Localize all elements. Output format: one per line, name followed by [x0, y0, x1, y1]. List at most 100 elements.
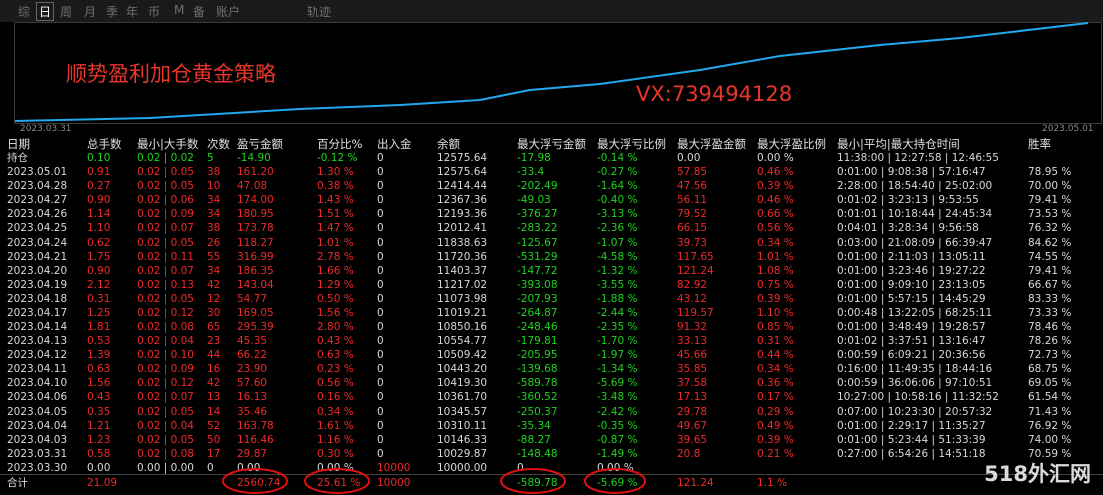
- table-cell: 1.66 %: [317, 264, 354, 277]
- table-cell: 0.56 %: [757, 222, 794, 235]
- chart-title: 顺势盈利加仓黄金策略: [66, 62, 276, 86]
- tab-bar: 轨迹 综日周月季年币 M 备账户: [0, 0, 1103, 22]
- table-cell: 54.77: [237, 292, 268, 305]
- table-cell: 2.80 %: [317, 321, 354, 334]
- table-cell: 68.75 %: [1028, 363, 1072, 376]
- tab[interactable]: 综: [18, 5, 31, 19]
- table-cell: 180.95: [237, 208, 274, 221]
- table-cell: 21.09: [87, 476, 118, 489]
- table-cell: -0.35 %: [597, 419, 638, 432]
- table-cell: 0.90: [87, 194, 111, 207]
- tab[interactable]: 季: [106, 5, 119, 19]
- table-cell: 0.43 %: [317, 335, 354, 348]
- table-cell: -5.69 %: [597, 377, 638, 390]
- table-cell: 119.57: [677, 306, 714, 319]
- row-label: 2023.04.04: [7, 419, 68, 432]
- table-cell: 11838.63: [437, 236, 488, 249]
- tab[interactable]: M: [174, 3, 185, 17]
- table-cell: -1.32 %: [597, 264, 638, 277]
- table-cell: 0:04:01 | 3:28:34 | 9:56:58: [837, 222, 979, 235]
- table-cell: 20.8: [677, 447, 701, 460]
- table-cell: 0:01:02 | 3:23:13 | 9:53:55: [837, 194, 979, 207]
- table-cell: 10361.70: [437, 391, 488, 404]
- table-cell: -0.12 %: [317, 152, 358, 165]
- table-cell: 0: [207, 461, 214, 474]
- table-cell: 1.29 %: [317, 278, 354, 291]
- row-label: 2023.05.01: [7, 166, 68, 179]
- tab[interactable]: 周: [60, 5, 73, 19]
- table-cell: -147.72: [517, 264, 558, 277]
- table-cell: 0: [377, 433, 384, 446]
- table-cell: -376.27: [517, 208, 558, 221]
- tab[interactable]: 日: [36, 2, 55, 21]
- table-cell: -88.27: [517, 433, 551, 446]
- table-cell: 0.00: [677, 152, 701, 165]
- table-cell: 35.85: [677, 363, 708, 376]
- table-cell: 0: [377, 321, 384, 334]
- table-cell: 73.53 %: [1028, 208, 1072, 221]
- table-cell: 0:01:00 | 2:11:03 | 13:05:11: [837, 250, 986, 263]
- tab[interactable]: 账户: [216, 5, 241, 19]
- track-tab[interactable]: 轨迹: [307, 5, 332, 19]
- table-cell: 2.78 %: [317, 250, 354, 263]
- table-cell: 12575.64: [437, 166, 488, 179]
- table-cell: 16.13: [237, 391, 268, 404]
- table-cell: -1.88 %: [597, 292, 638, 305]
- row-label: 2023.04.19: [7, 278, 68, 291]
- table-cell: 17.13: [677, 391, 708, 404]
- table-cell: 10419.30: [437, 377, 488, 390]
- table-cell: 0.00 | 0.00: [137, 461, 194, 474]
- table-cell: 0.02 | 0.05: [137, 166, 194, 179]
- table-cell: 29.78: [677, 405, 708, 418]
- column-header: 余额: [437, 137, 460, 151]
- table-cell: 0.91: [87, 166, 111, 179]
- table-cell: -2.36 %: [597, 222, 638, 235]
- column-header: 最小|平均|最大持仓时间: [837, 137, 960, 151]
- table-cell: -2.35 %: [597, 321, 638, 334]
- table-cell: 73.33 %: [1028, 306, 1072, 319]
- table-cell: 1.43 %: [317, 194, 354, 207]
- table-cell: 169.05: [237, 306, 274, 319]
- tab[interactable]: 币: [148, 5, 161, 19]
- table-cell: 5: [207, 152, 214, 165]
- table-cell: 1.75: [87, 250, 111, 263]
- table-cell: -1.64 %: [597, 180, 638, 193]
- table-cell: 74.55 %: [1028, 250, 1072, 263]
- table-cell: 0.02 | 0.04: [137, 419, 194, 432]
- table-cell: 2560.74: [237, 476, 281, 489]
- table-cell: 79.52: [677, 208, 708, 221]
- table-cell: 78.46 %: [1028, 321, 1072, 334]
- table-cell: 121.24: [677, 264, 714, 277]
- table-cell: 45.66: [677, 349, 708, 362]
- table-cell: 66.67 %: [1028, 278, 1072, 291]
- table-cell: 0.00 %: [317, 461, 354, 474]
- table-cell: 25.61 %: [317, 476, 361, 489]
- table-cell: 1.1 %: [757, 476, 788, 489]
- table-cell: 0.34 %: [757, 363, 794, 376]
- tab[interactable]: 备: [193, 5, 206, 19]
- table-cell: 0.02 | 0.06: [137, 194, 194, 207]
- table-cell: -531.29: [517, 250, 558, 263]
- tab[interactable]: 年: [126, 5, 139, 19]
- table-cell: 29.87: [237, 447, 268, 460]
- table-cell: 121.24: [677, 476, 714, 489]
- table-cell: 17: [207, 447, 221, 460]
- table-cell: 0.02 | 0.05: [137, 433, 194, 446]
- table-cell: 55: [207, 250, 221, 263]
- table-cell: 0.46 %: [757, 166, 794, 179]
- table-cell: 118.27: [237, 236, 274, 249]
- start-date: 2023.03.31: [20, 124, 72, 134]
- tab[interactable]: 月: [84, 5, 97, 19]
- separator: [0, 474, 1103, 475]
- table-cell: 12575.64: [437, 152, 488, 165]
- table-cell: 10:27:00 | 10:58:16 | 11:32:52: [837, 391, 999, 404]
- table-cell: -49.03: [517, 194, 551, 207]
- row-label: 2023.04.27: [7, 194, 68, 207]
- table-cell: 0.02 | 0.05: [137, 292, 194, 305]
- table-cell: 1.16 %: [317, 433, 354, 446]
- table-cell: 0.16 %: [317, 391, 354, 404]
- table-cell: 0.36 %: [757, 377, 794, 390]
- table-cell: -202.49: [517, 180, 558, 193]
- row-label: 2023.04.28: [7, 180, 68, 193]
- table-cell: 52: [207, 419, 221, 432]
